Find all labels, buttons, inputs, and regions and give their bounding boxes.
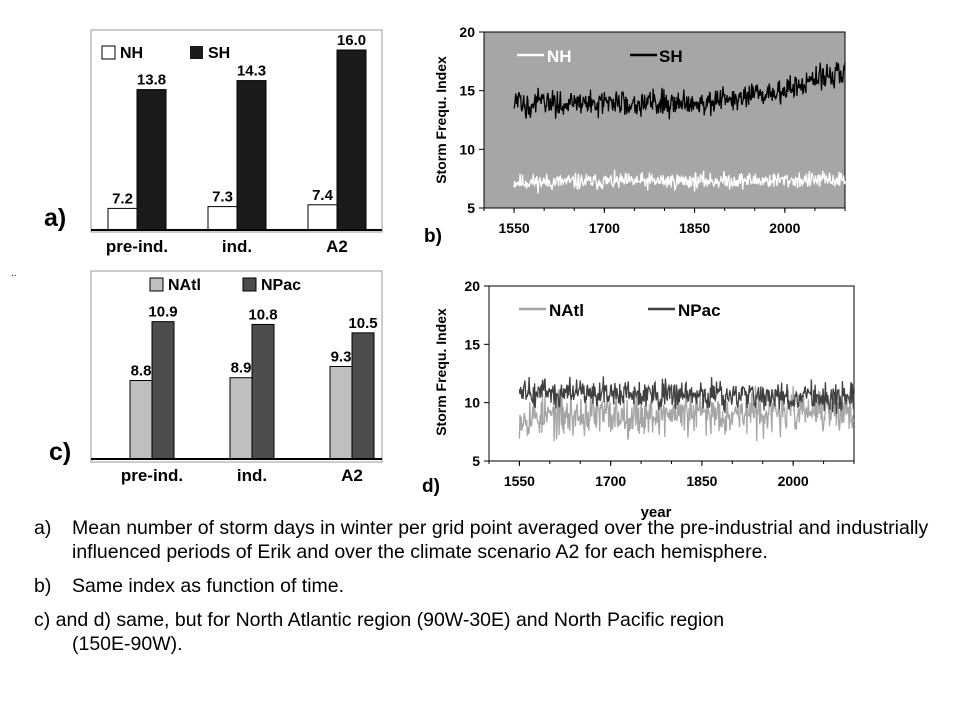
bar-nh-1 [207,206,238,231]
bar-npac-1 [251,323,275,460]
legend-swatch-natl [149,277,164,292]
series-line-sh [513,61,846,120]
legend-label-natl: NAtl [168,277,201,294]
x-tick-label-1: 1700 [595,473,626,489]
x-tick-label-1: 1700 [589,220,620,236]
x-tick-label-2: 1850 [679,220,710,236]
panel-d-label: d) [422,476,440,497]
caption-item-a: a) Mean number of storm days in winter p… [34,516,934,564]
caption-text-cd-cont: (150E-90W). [72,633,183,655]
bar-nh-0 [107,207,138,231]
panel-a-label: a) [44,204,66,232]
panel-c-category-labels: pre-ind. ind. A2 [121,466,363,485]
data-label-npac-0: 10.9 [148,304,177,321]
legend-swatch-nh [101,45,116,60]
caption-text-a: Mean number of storm days in winter per … [72,517,929,563]
y-tick-label-3: 20 [464,278,480,294]
category-label-1: ind. [222,237,252,256]
series-line-npac [518,376,855,415]
panel-a-legend: NH SH [101,45,230,62]
y-tick-label-0: 5 [467,200,475,216]
figure-canvas: 7.2 13.8 7.3 14.3 7.4 16.0 NH SH pre-ind. ind.… [11,24,855,520]
legend-label-nh-b: NH [547,47,572,66]
panel-b-label: b) [424,226,442,247]
bar-npac-2 [351,332,375,460]
x-tick-label-2: 1850 [686,473,717,489]
bar-natl-0 [129,380,153,460]
legend-label-sh: SH [208,45,230,62]
category-label-2: A2 [341,466,363,485]
bar-sh-1 [236,80,267,231]
series-line-nh [513,169,846,194]
caption-text-b: Same index as function of time. [72,575,345,597]
panel-b-series [513,61,846,194]
data-label-nh-0: 7.2 [112,190,133,207]
data-label-npac-2: 10.5 [348,315,377,332]
y-tick-label-2: 15 [464,336,480,352]
panel-b-axes: 1550 1700 1850 2000 5 10 15 20 [459,24,846,236]
caption-text-cd: c) and d) same, but for North Atlantic r… [34,609,725,631]
data-label-sh-0: 13.8 [137,72,166,89]
legend-label-natl-d: NAtl [549,301,584,320]
legend-label-npac: NPac [261,277,301,294]
data-label-natl-2: 9.3 [331,349,352,366]
legend-label-sh-b: SH [659,47,683,66]
legend-label-nh: NH [120,45,143,62]
figure-caption: a) Mean number of storm days in winter p… [34,516,934,666]
bar-npac-0 [151,321,175,460]
panel-d-xlabel: year [641,504,672,520]
category-label-1: ind. [237,466,267,485]
data-label-natl-1: 8.9 [231,360,252,377]
data-label-sh-1: 14.3 [237,63,266,80]
legend-swatch-npac [242,277,257,292]
legend-label-npac-d: NPac [678,301,721,320]
category-label-0: pre-ind. [121,466,183,485]
panel-c: 8.8 10.9 8.9 10.8 9.3 10.5 NAtl NPac pre-ind.… [49,270,383,485]
data-label-npac-1: 10.8 [248,306,277,323]
caption-item-b: b) Same index as function of time. [34,574,934,598]
category-label-2: A2 [326,237,348,256]
y-tick-label-1: 10 [464,395,480,411]
panel-a-category-labels: pre-ind. ind. A2 [106,237,348,256]
panel-d-axes: 1550 1700 1850 2000 5 10 15 20 [464,278,855,489]
x-tick-label-3: 2000 [778,473,809,489]
caption-label-b: b) [34,575,52,597]
y-tick-label-3: 20 [459,24,475,40]
bar-sh-2 [336,49,367,231]
stray-mark: .. [11,268,17,279]
y-tick-label-1: 10 [459,141,475,157]
panel-b-legend: NH SH [517,47,683,66]
panel-b: 1550 1700 1850 2000 5 10 15 20 NH SH Storm Freq… [424,24,846,247]
bar-nh-2 [307,204,338,231]
caption-label-a: a) [34,517,52,539]
x-tick-label-3: 2000 [769,220,800,236]
panel-d-series [518,376,855,442]
bar-natl-1 [229,377,253,460]
bar-natl-2 [329,366,353,460]
caption-item-cd: c) and d) same, but for North Atlantic r… [34,608,934,656]
panel-a-bars: 7.2 13.8 7.3 14.3 7.4 16.0 [107,32,367,231]
data-label-natl-0: 8.8 [131,363,152,380]
panel-a: 7.2 13.8 7.3 14.3 7.4 16.0 NH SH pre-ind. ind.… [44,29,383,256]
data-label-nh-1: 7.3 [212,189,233,206]
data-label-nh-2: 7.4 [312,187,334,204]
series-line-natl [518,385,855,442]
data-label-sh-2: 16.0 [337,32,366,49]
panel-d-legend: NAtl NPac [519,301,721,320]
y-tick-label-2: 15 [459,83,475,99]
panel-c-label: c) [49,438,71,466]
y-tick-label-0: 5 [472,453,480,469]
bar-sh-0 [136,89,167,231]
panel-b-ylabel: Storm Frequ. Index [433,56,449,184]
x-tick-label-0: 1550 [499,220,530,236]
panel-d: 1550 1700 1850 2000 5 10 15 20 NAtl NPac Storm … [422,278,855,520]
legend-swatch-sh [190,46,203,59]
panel-c-legend: NAtl NPac [149,277,301,294]
panel-d-ylabel: Storm Frequ. Index [433,308,449,436]
x-tick-label-0: 1550 [504,473,535,489]
category-label-0: pre-ind. [106,237,168,256]
panel-d-plot-area [488,285,855,462]
